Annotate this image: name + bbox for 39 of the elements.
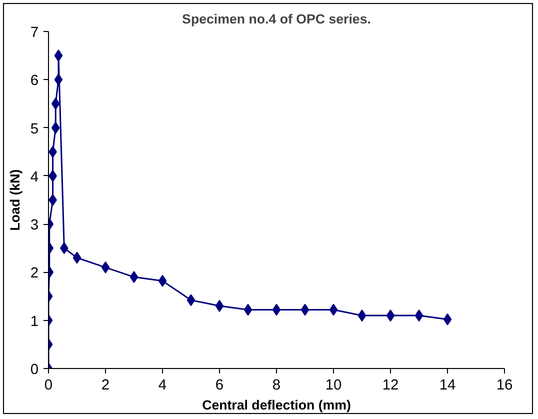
- point: [272, 304, 281, 316]
- x-tick-label: 4: [158, 378, 167, 394]
- x-tick-label: 8: [272, 378, 281, 394]
- x-tick-label: 2: [101, 378, 110, 394]
- point: [48, 194, 57, 206]
- point: [386, 310, 395, 322]
- point: [72, 252, 82, 264]
- y-tick-label: 3: [30, 218, 39, 234]
- point: [130, 271, 138, 284]
- point: [329, 304, 338, 316]
- point: [101, 261, 110, 274]
- point: [51, 98, 60, 110]
- point: [414, 310, 424, 322]
- y-tick-label: 6: [30, 73, 39, 90]
- y-tick-label: 4: [30, 169, 39, 186]
- y-tick-label: 7: [30, 25, 39, 41]
- point: [443, 313, 452, 326]
- point: [54, 50, 63, 62]
- y-tick-label: 0: [30, 362, 39, 378]
- x-tick-label: 12: [382, 378, 399, 394]
- point: [186, 294, 196, 306]
- point: [215, 300, 224, 312]
- chart-title: Specimen no.4 of OPC series.: [182, 12, 371, 26]
- x-tick-label: 14: [439, 378, 456, 394]
- y-tick-label: 2: [30, 266, 39, 282]
- x-tick-label: 0: [44, 378, 53, 394]
- point: [300, 304, 310, 316]
- x-tick-label: 6: [215, 378, 224, 394]
- y-axis-title: Load (kN): [7, 169, 22, 231]
- point: [51, 122, 60, 134]
- x-axis-title: Central deflection (mm): [202, 398, 351, 412]
- point: [54, 74, 63, 86]
- y-tick-label: 1: [30, 314, 39, 330]
- y-tick-label: 5: [30, 121, 39, 138]
- x-tick-label: 10: [325, 378, 342, 394]
- point: [158, 274, 167, 287]
- x-tick-label: 16: [496, 378, 513, 394]
- point: [358, 310, 366, 322]
- point: [244, 304, 252, 316]
